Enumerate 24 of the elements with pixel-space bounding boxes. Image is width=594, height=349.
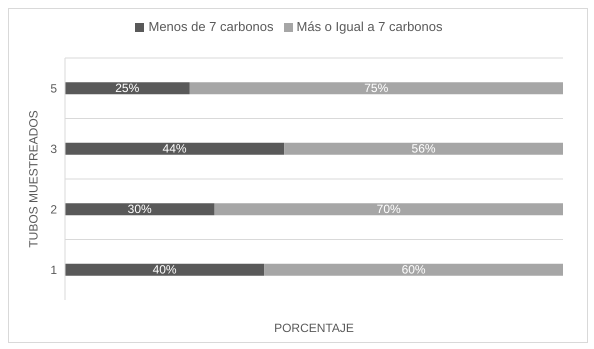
data-label: 56% [412,142,436,156]
bar [190,82,563,94]
bar [284,142,563,155]
y-tick-label: 5 [50,82,58,96]
data-label: 40% [152,262,177,277]
y-axis-title: TUBOS MUESTREADOS [26,110,40,248]
data-label: 25% [115,81,140,96]
data-label: 75% [364,81,389,96]
y-tick-label: 2 [50,202,58,217]
legend-label: Menos de 7 carbonos [148,19,274,34]
x-axis-title: PORCENTAJE [274,321,354,335]
data-label: 30% [128,202,152,216]
data-label: 44% [162,142,187,156]
bar [65,203,214,216]
data-label: 60% [402,262,426,277]
legend-label: Más o Igual a 7 carbonos [296,19,442,34]
bar [65,142,284,155]
y-tick-label: 3 [50,142,58,156]
y-tick-label: 1 [50,263,58,278]
bar [65,82,190,94]
data-label: 70% [376,202,402,216]
bar [65,264,264,276]
bar [264,264,563,276]
bar [214,203,563,216]
